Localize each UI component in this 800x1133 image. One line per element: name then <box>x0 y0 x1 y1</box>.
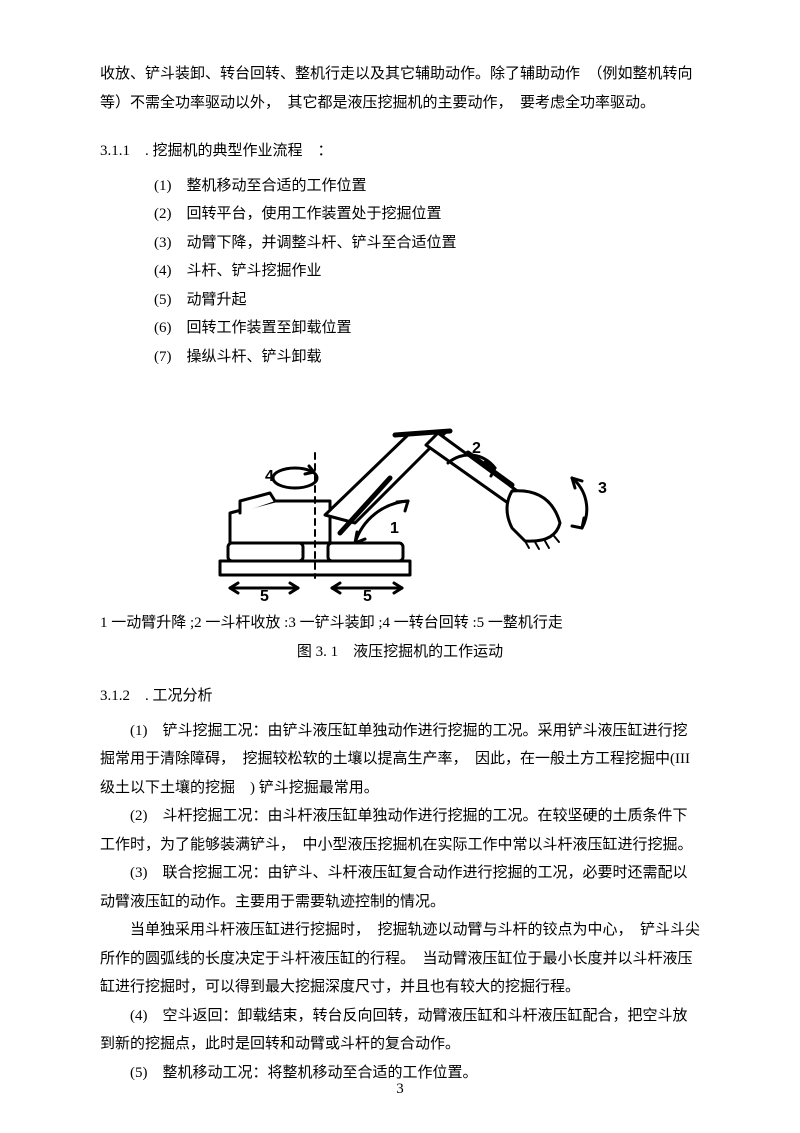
step-3: (3) 动臂下降，并调整斗杆、铲斗至合适位置 <box>100 229 700 258</box>
step-6: (6) 回转工作装置至卸载位置 <box>100 314 700 343</box>
page-number: 3 <box>0 1075 800 1104</box>
fig-label-5b: 5 <box>363 588 372 603</box>
step-4: (4) 斗杆、铲斗挖掘作业 <box>100 257 700 286</box>
fig-label-4: 4 <box>265 468 274 485</box>
fig-label-1: 1 <box>390 520 399 537</box>
para-5: (4) 空斗返回：卸载结束，转台反向回转，动臂液压缸和斗杆液压缸配合，把空斗放到… <box>100 1002 700 1059</box>
section-3-1-1-heading: 3.1.1 . 挖掘机的典型作业流程 ： <box>100 137 700 166</box>
figure-3-1: 1 2 3 4 5 5 <box>100 383 700 603</box>
step-5: (5) 动臂升起 <box>100 286 700 315</box>
para-2: (2) 斗杆挖掘工况：由斗杆液压缸单独动作进行挖掘的工况。在较坚硬的土质条件下工… <box>100 802 700 859</box>
figure-caption-title: 图 3. 1 液压挖掘机的工作运动 <box>100 638 700 667</box>
para-1: (1) 铲斗挖掘工况：由铲斗液压缸单独动作进行挖掘的工况。采用铲斗液压缸进行挖掘… <box>100 717 700 803</box>
fig-label-3: 3 <box>598 480 607 497</box>
step-7: (7) 操纵斗杆、铲斗卸载 <box>100 343 700 372</box>
intro-paragraph: 收放、铲斗装卸、转台回转、整机行走以及其它辅助动作。除了辅助动作 （例如整机转向… <box>100 60 700 117</box>
para-3: (3) 联合挖掘工况：由铲斗、斗杆液压缸复合动作进行挖掘的工况，必要时还需配以动… <box>100 859 700 916</box>
step-2: (2) 回转平台，使用工作装置处于挖掘位置 <box>100 200 700 229</box>
excavator-diagram: 1 2 3 4 5 5 <box>180 383 620 603</box>
para-4: 当单独采用斗杆液压缸进行挖掘时， 挖掘轨迹以动臂与斗杆的铰点为中心， 铲斗斗尖所… <box>100 916 700 1002</box>
fig-label-2: 2 <box>472 440 481 457</box>
step-1: (1) 整机移动至合适的工作位置 <box>100 172 700 201</box>
figure-caption-legend: 1 一动臂升降 ;2 一斗杆收放 :3 一铲斗装卸 ;4 一转台回转 :5 一整… <box>100 609 700 638</box>
section-3-1-2-heading: 3.1.2 . 工况分析 <box>100 682 700 711</box>
fig-label-5a: 5 <box>260 588 269 603</box>
